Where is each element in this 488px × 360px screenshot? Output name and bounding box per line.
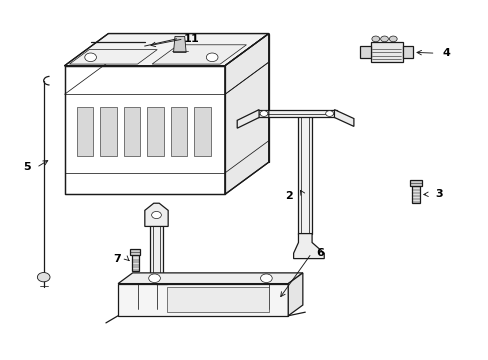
Polygon shape (224, 33, 268, 194)
Text: 1: 1 (191, 34, 198, 44)
Polygon shape (118, 273, 302, 284)
Text: 6: 6 (316, 248, 324, 258)
Polygon shape (360, 46, 370, 58)
Text: 7: 7 (113, 253, 120, 264)
Circle shape (84, 53, 96, 62)
Circle shape (325, 111, 333, 116)
Polygon shape (298, 116, 311, 234)
Text: 1: 1 (183, 34, 191, 44)
Polygon shape (409, 180, 421, 186)
Circle shape (260, 111, 267, 116)
Polygon shape (152, 45, 246, 64)
Circle shape (148, 274, 160, 283)
Polygon shape (131, 255, 138, 271)
Circle shape (151, 211, 161, 219)
Polygon shape (334, 110, 353, 126)
Circle shape (37, 273, 50, 282)
Polygon shape (64, 66, 224, 194)
Polygon shape (256, 110, 336, 117)
Circle shape (388, 36, 396, 42)
Text: 2: 2 (285, 191, 292, 201)
Polygon shape (370, 42, 402, 62)
Polygon shape (287, 273, 302, 316)
Polygon shape (118, 284, 287, 316)
Polygon shape (77, 108, 93, 156)
Polygon shape (144, 203, 168, 226)
Polygon shape (411, 186, 419, 203)
Polygon shape (170, 108, 187, 156)
Polygon shape (123, 108, 140, 156)
Polygon shape (130, 249, 140, 255)
Polygon shape (173, 36, 186, 53)
Circle shape (380, 36, 387, 42)
Text: 3: 3 (434, 189, 442, 199)
Circle shape (260, 274, 272, 283)
Polygon shape (147, 108, 163, 156)
Polygon shape (166, 287, 268, 312)
Polygon shape (293, 234, 324, 258)
Text: 4: 4 (442, 48, 450, 58)
Circle shape (371, 36, 379, 42)
Polygon shape (64, 33, 268, 66)
Polygon shape (402, 46, 412, 58)
Text: 5: 5 (23, 162, 30, 172)
Polygon shape (100, 108, 116, 156)
Polygon shape (237, 110, 259, 128)
Polygon shape (149, 223, 163, 284)
Polygon shape (194, 108, 210, 156)
Polygon shape (69, 50, 157, 64)
Circle shape (206, 53, 218, 62)
